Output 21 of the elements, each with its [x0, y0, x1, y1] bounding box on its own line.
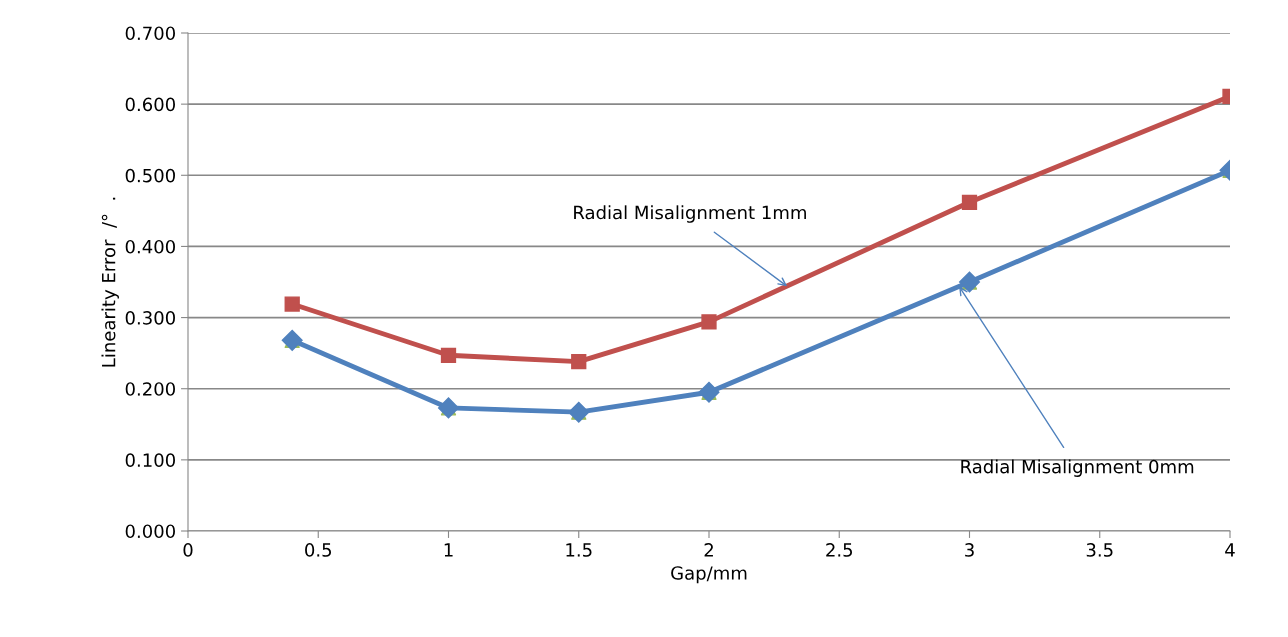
x-tick-label: 1.5 — [566, 543, 592, 557]
y-tick-label: 0.300 — [125, 311, 175, 325]
y-tick-label: 0.200 — [125, 382, 175, 396]
y-tick-label: 0.600 — [125, 97, 175, 112]
y-tick-label: 0.500 — [125, 168, 175, 183]
x-tick-label: 4 — [1225, 543, 1235, 557]
x-tick-label: 2.5 — [826, 543, 853, 557]
x-tick-label: 3 — [965, 543, 974, 557]
y-tick-label: 0.100 — [125, 453, 175, 467]
y-tick-label: 0.700 — [125, 26, 175, 41]
x-axis-title: Gap/mm — [671, 566, 747, 584]
y-tick-label: 0.000 — [125, 524, 175, 539]
annotation: Radial Misalignment 0mm — [961, 459, 1194, 477]
y-tick-label: 0.400 — [125, 239, 175, 254]
x-tick-label: 0 — [183, 543, 193, 557]
annotation: Radial Misalignment 1mm — [574, 205, 806, 223]
y-axis-title: Linearity Error /° . — [101, 197, 119, 367]
x-tick-label: 3.5 — [1086, 543, 1113, 557]
x-tick-label: 1 — [444, 543, 453, 557]
x-tick-label: 0.5 — [305, 543, 332, 557]
x-tick-label: 2 — [704, 543, 713, 557]
